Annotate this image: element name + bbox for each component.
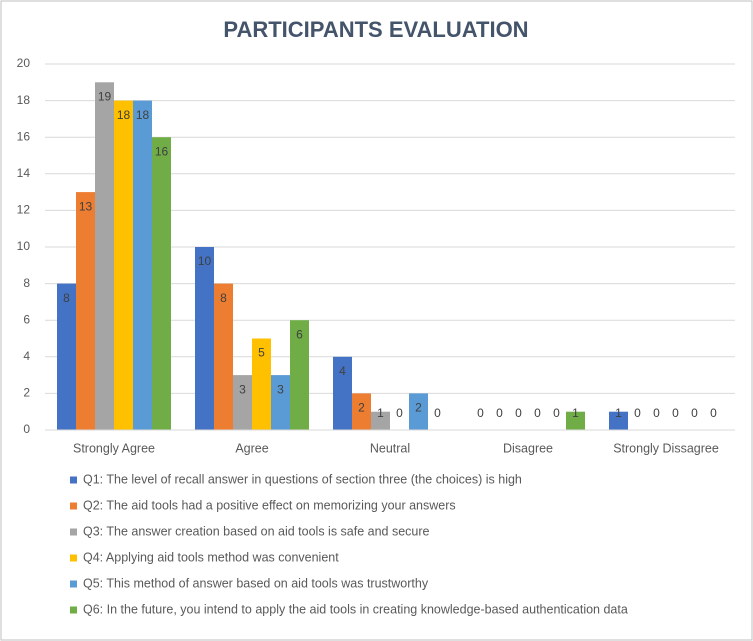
bar [252,338,271,430]
bar [271,375,290,430]
legend-label: Q2: The aid tools had a positive effect … [83,498,456,512]
y-tick-label: 16 [17,129,31,143]
y-tick-label: 4 [23,349,30,363]
data-label: 0 [553,406,560,420]
legend-label: Q6: In the future, you intend to apply t… [83,602,628,616]
x-tick-label: Disagree [503,441,553,455]
y-tick-label: 2 [23,386,30,400]
x-tick-label: Strongly Dissagree [613,441,719,455]
data-label: 0 [434,406,441,420]
data-label: 0 [653,406,660,420]
bar [195,247,214,430]
bar [371,411,390,430]
y-tick-label: 10 [17,239,31,253]
data-label: 1 [615,406,622,420]
bar [290,320,309,430]
bar [95,82,114,431]
bar [333,356,352,430]
data-label: 16 [155,144,169,158]
data-label: 8 [63,291,70,305]
data-label: 0 [496,406,503,420]
data-label: 13 [79,199,93,213]
data-label: 0 [672,406,679,420]
legend-label: Q5: This method of answer based on aid t… [83,576,429,590]
data-label: 0 [534,406,541,420]
bar [214,283,233,430]
bar [114,100,133,430]
data-label: 10 [198,254,212,268]
data-label: 0 [515,406,522,420]
bar [566,411,585,430]
legend-swatch [70,528,77,536]
bar [133,100,152,430]
x-tick-label: Neutral [370,441,410,455]
data-label: 19 [98,89,112,103]
y-tick-label: 8 [23,276,30,290]
legend-label: Q3: The answer creation based on aid too… [83,524,430,538]
legend-swatch [70,580,77,588]
data-label: 6 [296,327,303,341]
y-tick-label: 6 [23,312,30,326]
legend-swatch [70,476,77,484]
x-tick-label: Strongly Agree [73,441,155,455]
legend-swatch [70,502,77,510]
data-label: 0 [710,406,717,420]
data-label: 4 [339,364,346,378]
y-tick-label: 12 [17,203,31,217]
data-label: 3 [239,382,246,396]
data-label: 0 [691,406,698,420]
bar [352,393,371,430]
data-label: 1 [572,406,579,420]
legend-swatch [70,606,77,614]
x-tick-label: Agree [235,441,268,455]
chart-title: PARTICIPANTS EVALUATION [223,17,528,42]
legend-label: Q1: The level of recall answer in questi… [83,472,522,486]
bar [76,192,95,430]
data-label: 2 [415,401,422,415]
y-tick-label: 14 [17,166,31,180]
legend-swatch [70,554,77,562]
bar [233,375,252,430]
y-tick-label: 20 [17,56,31,70]
y-tick-label: 18 [17,93,31,107]
data-label: 2 [358,401,365,415]
bar [609,411,628,430]
data-label: 18 [136,108,150,122]
data-label: 1 [377,406,384,420]
data-label: 0 [396,406,403,420]
legend-label: Q4: Applying aid tools method was conven… [83,550,339,564]
bar [152,137,171,430]
bar [409,393,428,430]
data-label: 3 [277,382,284,396]
data-label: 0 [634,406,641,420]
y-tick-label: 0 [23,422,30,436]
data-label: 18 [117,108,131,122]
data-label: 0 [477,406,484,420]
bar [57,283,76,430]
data-label: 5 [258,346,265,360]
data-label: 8 [220,291,227,305]
